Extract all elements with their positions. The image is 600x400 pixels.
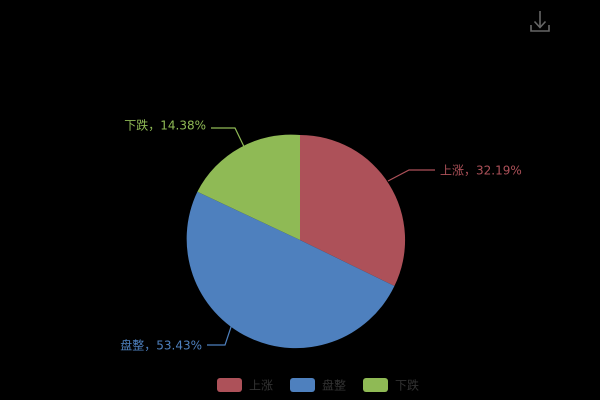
leader-line-panzheng [207, 314, 236, 346]
legend-label-shangzhang[interactable]: 上涨 [249, 378, 273, 393]
legend-item-panzheng[interactable]: 盘整 [290, 378, 346, 393]
legend-swatch-shangzhang[interactable] [217, 378, 242, 392]
legend-item-xiadie[interactable]: 下跌 [363, 378, 419, 393]
leader-line-shangzhang [387, 169, 435, 182]
pie-slice-panzheng[interactable] [186, 191, 395, 349]
pie-label-panzheng: 盘整，53.43% [120, 314, 236, 353]
pie-label-text-panzheng: 盘整，53.43% [120, 338, 202, 353]
pie-slice-xiadie[interactable] [197, 134, 300, 240]
leader-line-xiadie [211, 127, 250, 158]
pie-label-xiadie: 下跌，14.38% [124, 118, 250, 158]
pie-label-text-shangzhang: 上涨，32.19% [440, 163, 522, 178]
legend-swatch-xiadie[interactable] [363, 378, 388, 392]
chart-legend: 上涨 盘整 下跌 [217, 378, 419, 393]
legend-label-panzheng[interactable]: 盘整 [322, 378, 346, 393]
legend-label-xiadie[interactable]: 下跌 [395, 378, 419, 393]
pie-label-shangzhang: 上涨，32.19% [387, 163, 522, 182]
pie-label-text-xiadie: 下跌，14.38% [124, 118, 206, 133]
legend-swatch-panzheng[interactable] [290, 378, 315, 392]
legend-item-shangzhang[interactable]: 上涨 [217, 378, 273, 393]
download-icon[interactable] [530, 11, 550, 32]
pie-slice-shangzhang[interactable] [300, 134, 406, 287]
